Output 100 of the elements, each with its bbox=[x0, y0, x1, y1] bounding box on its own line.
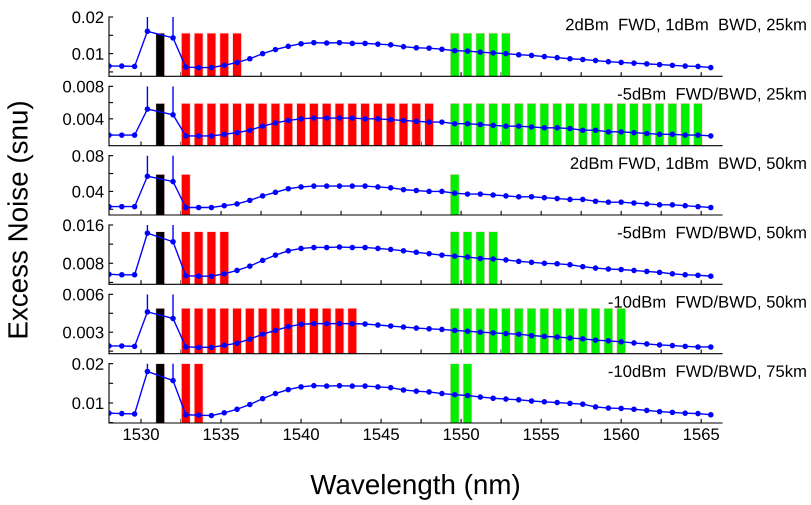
point bbox=[119, 343, 125, 349]
point bbox=[516, 397, 522, 403]
point bbox=[119, 410, 125, 416]
point bbox=[426, 250, 432, 256]
point bbox=[285, 248, 292, 254]
point bbox=[464, 392, 470, 398]
point bbox=[503, 123, 509, 129]
point bbox=[350, 383, 356, 389]
point bbox=[490, 256, 496, 262]
point bbox=[490, 122, 496, 128]
point bbox=[580, 401, 586, 407]
point bbox=[554, 125, 560, 131]
point bbox=[592, 127, 598, 133]
point bbox=[542, 54, 548, 60]
point bbox=[708, 344, 714, 350]
point bbox=[324, 183, 330, 189]
point bbox=[298, 321, 304, 328]
point bbox=[247, 336, 253, 342]
point bbox=[247, 127, 253, 133]
point bbox=[426, 389, 432, 395]
point bbox=[644, 61, 650, 67]
point bbox=[708, 133, 714, 139]
point bbox=[208, 133, 214, 139]
y-tick-label: 0.02 bbox=[72, 358, 104, 370]
point bbox=[452, 120, 458, 126]
point bbox=[478, 329, 484, 335]
point bbox=[375, 184, 381, 190]
point bbox=[567, 262, 573, 268]
y-axis-title: Excess Noise (snu) bbox=[7, 102, 34, 338]
point bbox=[298, 384, 304, 390]
point bbox=[260, 331, 266, 338]
point bbox=[618, 60, 624, 66]
point bbox=[350, 40, 356, 46]
point bbox=[606, 405, 612, 411]
point bbox=[528, 52, 534, 58]
point bbox=[272, 120, 278, 126]
point bbox=[375, 384, 381, 390]
point bbox=[260, 258, 266, 264]
point bbox=[298, 184, 304, 190]
point bbox=[132, 272, 138, 278]
point bbox=[247, 198, 253, 204]
point bbox=[272, 328, 278, 334]
y-tick-label: 0.04 bbox=[72, 186, 104, 198]
point bbox=[170, 35, 176, 41]
point bbox=[695, 64, 701, 70]
point bbox=[695, 204, 701, 210]
point bbox=[362, 183, 368, 189]
point bbox=[272, 190, 278, 196]
point bbox=[682, 63, 688, 69]
point bbox=[618, 129, 624, 135]
point bbox=[132, 411, 138, 417]
point bbox=[196, 64, 202, 70]
point bbox=[285, 118, 292, 124]
point bbox=[528, 332, 534, 338]
x-tick-label: 1545 bbox=[364, 428, 399, 440]
point bbox=[592, 404, 598, 410]
point bbox=[208, 412, 214, 418]
point bbox=[375, 322, 381, 328]
point bbox=[554, 196, 560, 202]
point bbox=[644, 408, 650, 414]
point bbox=[452, 253, 458, 259]
x-tick-label: 1535 bbox=[204, 428, 239, 440]
point bbox=[606, 266, 612, 272]
point bbox=[618, 199, 624, 205]
point bbox=[554, 400, 560, 406]
point bbox=[503, 257, 509, 263]
point bbox=[490, 192, 496, 198]
point bbox=[528, 260, 534, 266]
point bbox=[439, 252, 445, 258]
point bbox=[592, 198, 598, 204]
point bbox=[183, 133, 189, 139]
point bbox=[695, 344, 701, 350]
point bbox=[208, 204, 214, 210]
point bbox=[670, 410, 676, 416]
point bbox=[272, 46, 278, 52]
point bbox=[196, 344, 202, 350]
point bbox=[234, 340, 240, 346]
point bbox=[311, 183, 317, 189]
point bbox=[439, 326, 445, 332]
point bbox=[414, 118, 420, 124]
point bbox=[311, 244, 317, 250]
point bbox=[542, 260, 548, 266]
point bbox=[567, 126, 573, 132]
y-tick-label: 0.02 bbox=[72, 11, 104, 24]
point bbox=[400, 387, 406, 393]
point bbox=[362, 321, 368, 327]
point bbox=[464, 328, 470, 334]
point bbox=[247, 402, 253, 408]
point bbox=[618, 339, 624, 345]
point bbox=[119, 272, 125, 278]
x-tick-label: 1560 bbox=[604, 428, 640, 440]
point bbox=[311, 382, 317, 388]
point bbox=[388, 116, 394, 122]
point bbox=[196, 412, 202, 418]
x-tick-label: 1530 bbox=[124, 428, 159, 440]
point bbox=[298, 116, 304, 122]
point bbox=[388, 42, 394, 48]
point bbox=[414, 325, 420, 331]
point bbox=[414, 388, 420, 394]
point bbox=[400, 186, 406, 192]
